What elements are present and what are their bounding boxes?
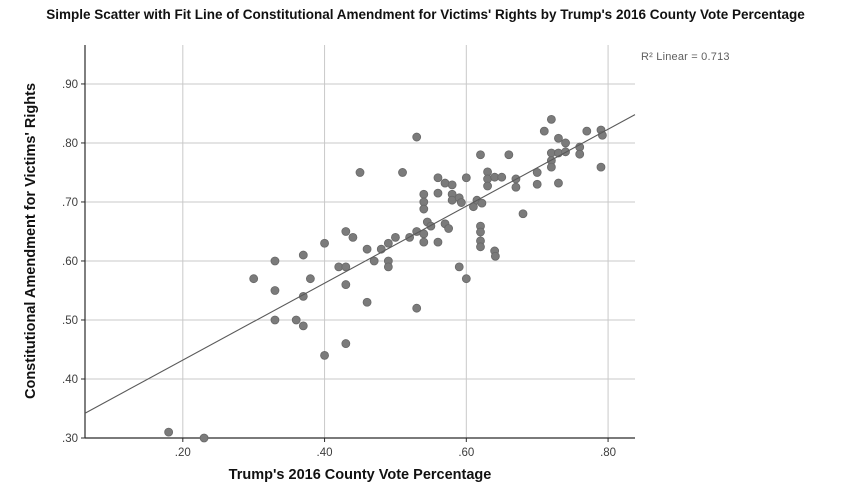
y-tick-label: .50 [62,315,78,327]
scatter-point [348,232,358,242]
scatter-point [164,427,174,437]
scatter-point [305,274,315,284]
y-tick-label: .90 [62,79,78,91]
scatter-point [511,182,521,192]
scatter-point [291,315,301,325]
scatter-point [461,173,471,183]
y-tick-label: .80 [62,138,78,150]
fit-line [84,114,636,414]
y-tick-label: .70 [62,197,78,209]
scatter-point [504,150,514,160]
scatter-point [398,168,407,177]
scatter-point [461,274,471,284]
scatter-point [419,204,429,214]
scatter-point [476,242,485,252]
scatter-point [341,227,351,236]
scatter-point [341,339,351,348]
scatter-point [270,315,280,325]
scatter-point [554,133,563,143]
scatter-point [320,238,329,248]
y-tick-label: .60 [62,256,78,268]
scatter-point [383,238,393,248]
scatter-point [419,237,429,247]
scatter-point [575,149,585,159]
scatter-point [497,172,507,182]
scatter-point [440,178,450,188]
scatter-point [532,168,542,177]
scatter-point [546,114,556,124]
scatter-point [532,179,542,189]
scatter-point [362,297,372,307]
x-axis-label: Trump's 2016 County Vote Percentage [228,467,492,483]
scatter-point [447,180,457,190]
scatter-point [199,433,209,443]
scatter-point [270,286,280,295]
scatter-point [298,250,308,260]
scatter-point [355,168,365,177]
scatter-point [320,350,329,360]
scatter-point [518,209,528,219]
scatter-point [433,237,443,247]
x-tick-label: .40 [317,447,333,459]
scatter-point [546,162,556,172]
scatter-point [412,303,422,313]
scatter-point [490,251,500,261]
scatter-point [298,321,308,331]
scatter-point [554,178,563,188]
scatter-point [454,262,464,272]
scatter-point [483,181,492,191]
scatter-point [596,162,606,172]
y-tick-label: .40 [62,374,78,386]
scatter-point [369,256,379,266]
scatter-point [476,227,485,237]
scatter-point [476,150,485,160]
scatter-point [341,262,351,272]
scatter-point [383,262,393,272]
y-tick-label: .30 [62,433,78,445]
x-tick-label: .60 [458,447,474,459]
scatter-point [456,198,466,207]
scatter-point [539,126,549,136]
scatter-point [444,224,453,233]
x-tick-label: .80 [600,447,616,459]
scatter-point [477,198,487,208]
scatter-point [582,126,592,136]
scatter-point [341,280,351,289]
r-squared-annotation: R² Linear = 0.713 [641,51,730,63]
scatter-point [419,189,429,199]
scatter-point [433,188,443,198]
scatter-point [433,173,443,183]
scatter-point [412,132,422,142]
scatter-point [362,244,372,254]
scatter-point [270,256,280,266]
scatter-point [249,274,259,284]
scatter-point [391,232,400,242]
y-axis-label: Constitutional Amendment for Victims' Ri… [23,82,39,400]
scatter-point [561,138,570,148]
x-tick-label: .20 [175,447,191,459]
chart-title: Simple Scatter with Fit Line of Constitu… [46,7,805,22]
